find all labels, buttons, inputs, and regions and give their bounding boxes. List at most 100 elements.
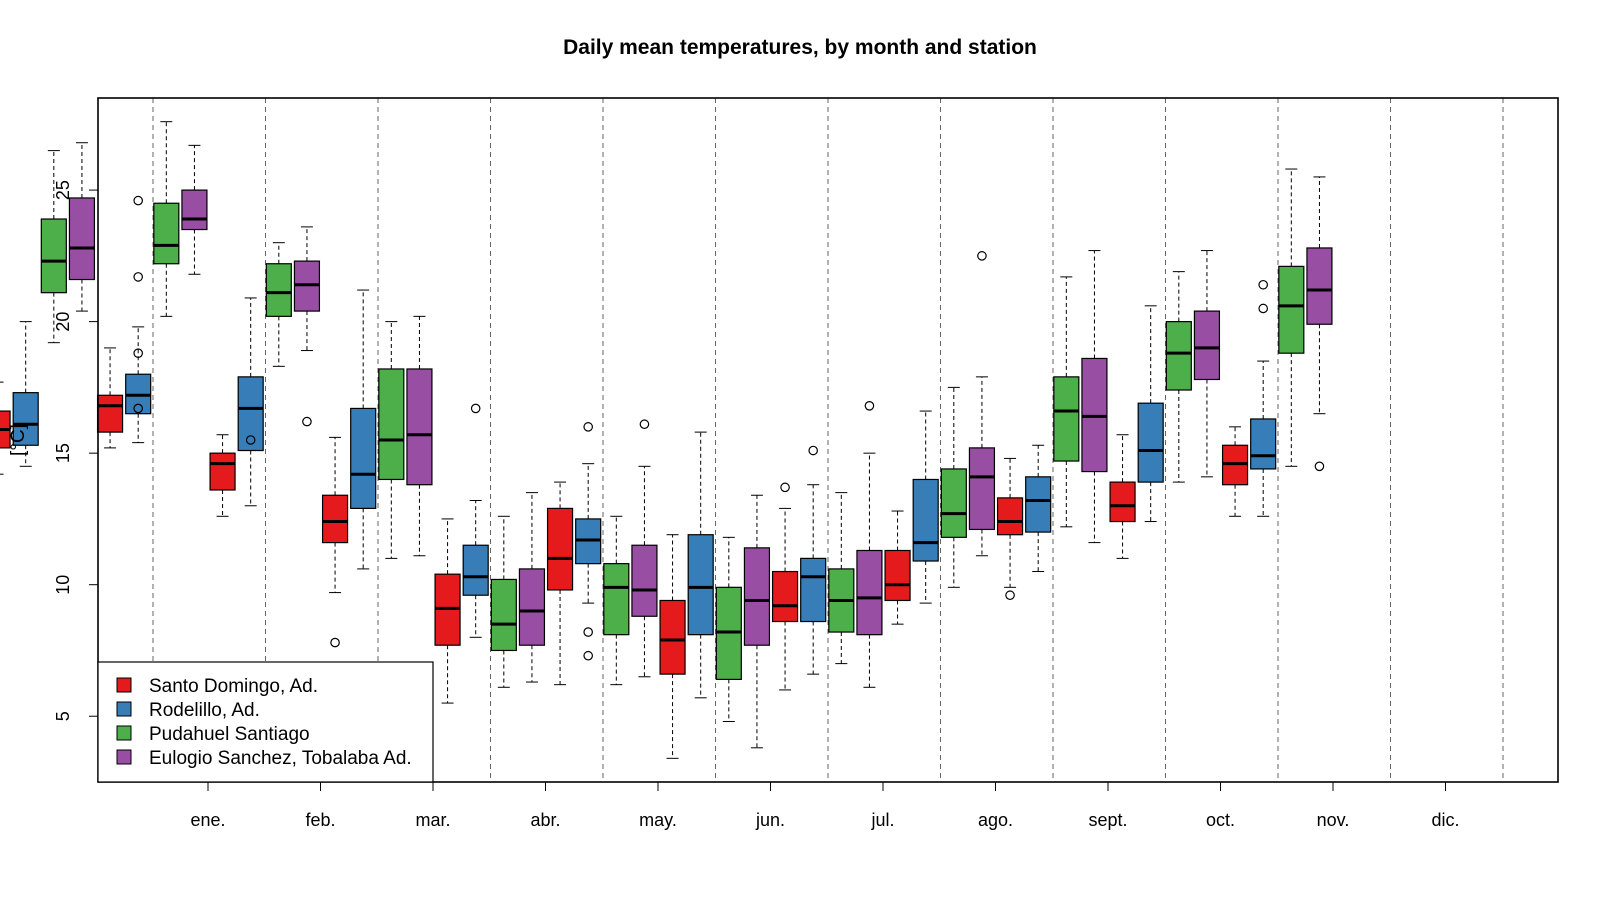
box-jun.-3 <box>603 515 630 686</box>
box-jul.-1 <box>659 534 686 759</box>
box-body <box>1109 481 1136 523</box>
box-body <box>350 407 377 509</box>
box-dic.-2 <box>1250 279 1277 517</box>
box-jun.-2 <box>575 422 602 661</box>
box-body <box>40 218 67 294</box>
y-tick-label: 25 <box>53 180 73 200</box>
outlier-point <box>470 403 481 414</box>
box-mar.-2 <box>237 297 264 507</box>
box-ene.-1 <box>0 381 11 475</box>
x-tick-label: ago. <box>978 810 1013 830</box>
outlier-point <box>133 403 143 414</box>
legend-label: Pudahuel Santiago <box>149 724 310 745</box>
box-body <box>518 568 546 646</box>
x-tick-label: dic. <box>1431 810 1459 830</box>
box-body <box>1278 265 1305 354</box>
outlier-point <box>133 272 143 282</box>
legend-swatch <box>116 749 132 765</box>
box-jun.-4 <box>631 419 658 678</box>
outlier-point <box>780 482 790 493</box>
legend-label: Santo Domingo, Ad. <box>149 676 318 697</box>
box-body <box>1165 321 1192 391</box>
box-body <box>12 392 39 446</box>
x-tick-label: abr. <box>530 810 560 830</box>
box-body <box>237 376 264 452</box>
outlier-point <box>1258 303 1268 314</box>
box-body <box>378 368 405 481</box>
box-jul.-2 <box>687 431 714 699</box>
outlier-point <box>977 251 987 261</box>
box-ago.-4 <box>856 400 883 688</box>
box-ago.-1 <box>771 482 799 691</box>
y-tick-label: 10 <box>53 575 73 595</box>
box-sept.-1 <box>884 510 911 625</box>
box-body <box>940 468 967 538</box>
box-mar.-3 <box>265 242 292 367</box>
box-oct.-4 <box>1081 250 1108 544</box>
box-body <box>321 494 349 544</box>
legend-swatch <box>116 701 132 717</box>
box-may.-3 <box>490 515 517 688</box>
y-axis: 5 10 15 20 25 <box>53 180 99 721</box>
outlier-point <box>1258 279 1268 290</box>
outlier-point <box>1005 590 1015 601</box>
box-body <box>490 578 517 652</box>
box-sept.-3 <box>940 386 967 588</box>
box-body <box>209 452 236 491</box>
box-body <box>96 394 124 433</box>
box-body <box>659 599 686 675</box>
legend-box <box>97 661 434 783</box>
box-feb.-1 <box>96 347 124 449</box>
box-body <box>406 368 433 486</box>
box-body <box>1137 402 1164 483</box>
box-jun.-1 <box>546 481 574 686</box>
box-ene.-4 <box>68 142 96 312</box>
box-dic.-1 <box>1221 426 1249 517</box>
outlier-point <box>583 422 593 432</box>
box-body <box>603 563 630 636</box>
box-may.-4 <box>518 492 546 683</box>
box-body <box>743 547 771 646</box>
box-body <box>996 497 1024 536</box>
box-ene.-2 <box>12 321 39 467</box>
box-body <box>631 544 658 617</box>
box-sept.-4 <box>968 251 996 557</box>
x-tick-label: mar. <box>415 810 450 830</box>
box-dic.-4 <box>1306 176 1333 472</box>
box-body <box>153 202 180 265</box>
x-tick-label: may. <box>639 810 677 830</box>
box-jul.-4 <box>743 494 771 749</box>
outlier-point <box>245 435 256 445</box>
legend-swatch <box>116 677 132 693</box>
chart-title: Daily mean temperatures, by month and st… <box>563 36 1037 59</box>
x-tick-label: sept. <box>1088 810 1127 830</box>
y-tick-label: 15 <box>53 443 73 463</box>
box-ene.-3 <box>40 150 67 344</box>
outlier-point <box>133 195 143 206</box>
box-ago.-3 <box>828 492 855 665</box>
y-tick-label: 5 <box>53 711 73 721</box>
box-body <box>1250 418 1277 470</box>
box-nov.-2 <box>1137 305 1164 523</box>
box-mar.-4 <box>293 226 321 427</box>
x-tick-label: ene. <box>190 810 225 830</box>
box-mar.-1 <box>209 434 236 517</box>
box-body <box>884 549 911 602</box>
box-feb.-4 <box>181 144 208 275</box>
box-feb.-2 <box>125 195 152 444</box>
box-body <box>462 544 489 596</box>
box-groups <box>0 121 1333 759</box>
y-tick-label: 20 <box>53 312 73 332</box>
outlier-point <box>583 627 593 637</box>
box-body <box>546 507 574 591</box>
box-abr.-4 <box>406 315 433 557</box>
box-nov.-1 <box>1109 434 1136 559</box>
box-nov.-3 <box>1165 271 1192 483</box>
outlier-point <box>864 400 875 411</box>
legend: Santo Domingo, Ad. Rodelillo, Ad. Pudahuel… <box>97 661 434 783</box>
box-body <box>1025 476 1052 533</box>
box-body <box>687 534 714 636</box>
x-axis: ene. feb. mar. abr. may. jun. jul. ago. sept. oct… <box>190 781 1460 830</box>
x-tick-label: feb. <box>305 810 335 830</box>
